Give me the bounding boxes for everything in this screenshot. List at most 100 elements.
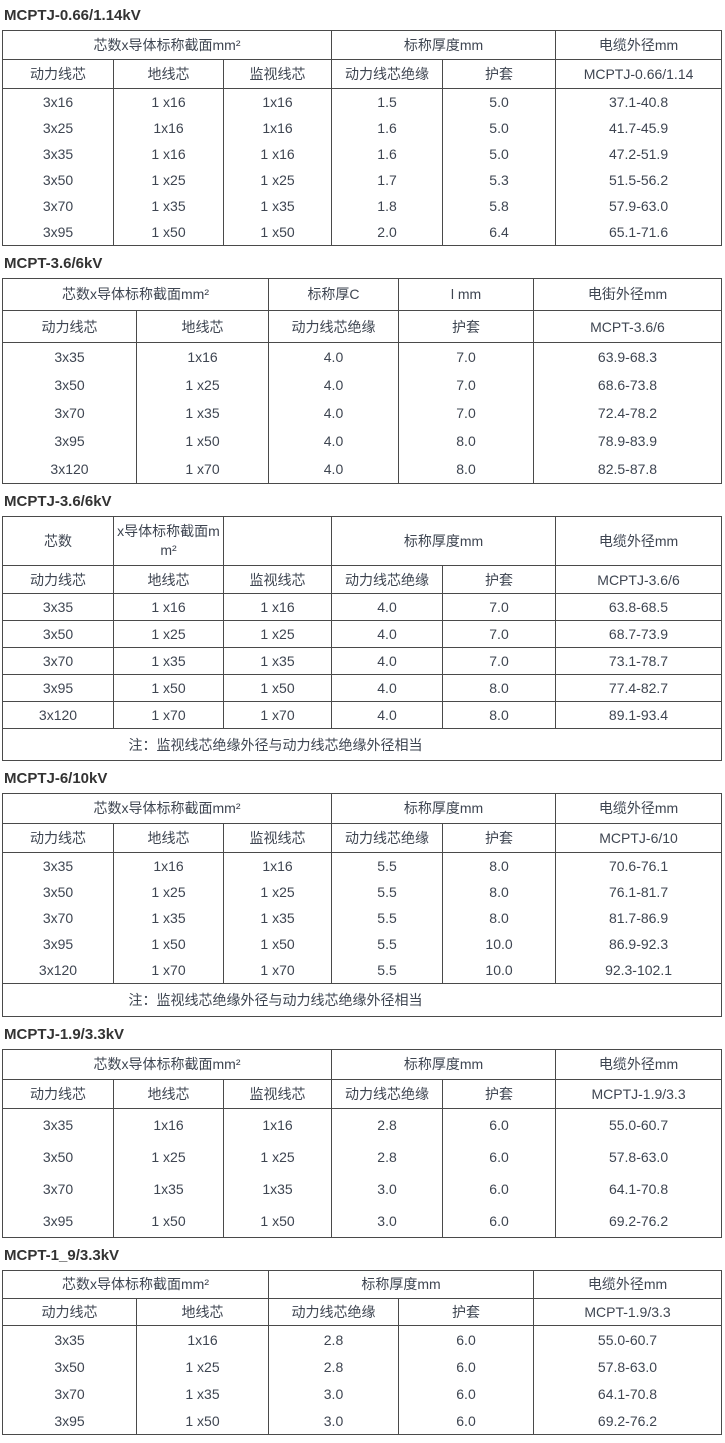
data-cell: 1 x25 xyxy=(222,1141,333,1173)
data-cell: 1x16 xyxy=(222,88,333,115)
column-header-cell: 动力线芯绝缘 xyxy=(268,310,399,343)
group-header-cell: 电缆外径mm xyxy=(533,1270,723,1299)
table-title: MCPTJ-6/10kV xyxy=(4,770,108,787)
group-header-cell: 电缆外径mm xyxy=(555,1049,723,1080)
data-cell: 7.0 xyxy=(441,593,557,621)
column-header-cell: MCPT-1.9/3.3 xyxy=(533,1298,723,1326)
data-cell: 8.0 xyxy=(442,879,557,905)
data-cell: 1x16 xyxy=(113,115,224,141)
spec-table: 芯数x导体标称截面mm² 标称厚度mm 电缆外径mm 动力线芯 地线芯 监视线芯 动力线芯绝… xyxy=(1,30,723,246)
data-cell: 5.0 xyxy=(442,88,557,115)
data-cell: 3x70 xyxy=(2,399,137,427)
data-cell: 3x35 xyxy=(2,1325,137,1353)
spec-table: 芯数x导体标称截面mm² 标称厚C l mm 电街外径mm 动力线芯 地线芯 动力线芯绝缘护… xyxy=(2,278,722,484)
column-header-cell: 地线芯 xyxy=(113,59,224,89)
data-cell: 3x50 xyxy=(2,1141,114,1173)
note-cell: 注：监视线芯绝缘外径与动力线芯绝缘外径相当 xyxy=(1,728,723,761)
data-cell: 64.1-70.8 xyxy=(555,1173,723,1205)
data-row: 3x35 1x16 4.0 7.0 63.9-68.3 xyxy=(2,342,722,371)
data-cell: 4.0 xyxy=(268,455,399,484)
table-body: 3x16 1 x16 1x16 1.5 5.0 37.1-40.8 3x25 1x16 1x16… xyxy=(2,88,723,246)
data-cell: 1 x35 xyxy=(136,1380,269,1407)
data-row: 3x70 1 x35 1 x35 4.0 7.0 73.1-78.7 xyxy=(2,647,723,675)
group-header-cell: 芯数 xyxy=(2,516,114,566)
data-cell: 55.0-60.7 xyxy=(533,1325,723,1353)
group-header-cell: 芯数x导体标称截面mm² xyxy=(2,1270,269,1299)
table-head: 芯数 x导体标称截面m m² 标称厚度mm 电缆外径mm 动力线芯 地线芯 监视线芯 动力线芯… xyxy=(2,516,723,594)
data-cell: 3x70 xyxy=(2,905,114,931)
data-cell: 1.6 xyxy=(331,141,444,167)
table-head: 芯数x导体标称截面mm² 标称厚度mm 电缆外径mm 动力线芯 地线芯 监视线芯 动力线芯绝… xyxy=(1,30,723,89)
data-cell: 1 x35 xyxy=(136,399,269,427)
data-cell: 8.0 xyxy=(442,905,557,931)
data-row: 3x50 1 x25 1 x25 2.8 6.0 57.8-63.0 xyxy=(2,1141,723,1173)
column-header-cell: 动力线芯绝缘 xyxy=(331,823,444,853)
table-section: MCPT-3.6/6kV 芯数x导体标称截面mm² 标称厚C l mm 电街外径mm 动力… xyxy=(2,255,723,484)
column-header-cell: 动力线芯 xyxy=(2,823,114,853)
data-cell: 1 x70 xyxy=(222,957,333,984)
column-header-row: 动力线芯 地线芯 监视线芯 动力线芯绝缘 护套 MCPTJ-3.6/6 xyxy=(2,565,723,594)
data-cell: 4.0 xyxy=(331,701,443,729)
data-cell: 6.0 xyxy=(442,1205,557,1238)
data-cell: 3.0 xyxy=(268,1407,399,1435)
group-header-cell: 标称厚度mm xyxy=(331,1049,557,1080)
group-header-cell: 标称厚度mm xyxy=(331,793,557,824)
data-cell: 3x25 xyxy=(2,115,114,141)
group-header-cell: l mm xyxy=(398,278,534,311)
data-row: 3x35 1x16 2.8 6.0 55.0-60.7 xyxy=(2,1325,723,1353)
data-cell: 1 x25 xyxy=(113,879,224,905)
column-header-row: 动力线芯 地线芯 动力线芯绝缘 护套 MCPT-3.6/6 xyxy=(2,310,722,343)
data-row: 3x70 1x35 1x35 3.0 6.0 64.1-70.8 xyxy=(2,1173,723,1205)
group-header-cell: 电缆外径mm xyxy=(555,30,723,60)
data-cell: 63.8-68.5 xyxy=(555,593,723,621)
table-head: 芯数x导体标称截面mm² 标称厚C l mm 电街外径mm 动力线芯 地线芯 动力线芯绝缘护… xyxy=(2,278,722,343)
data-cell: 1 x25 xyxy=(222,167,333,193)
data-cell: 86.9-92.3 xyxy=(555,931,723,957)
data-cell: 1x16 xyxy=(222,852,333,879)
data-cell: 3x50 xyxy=(2,620,114,648)
data-cell: 10.0 xyxy=(442,957,557,984)
data-cell: 1 x16 xyxy=(113,88,224,115)
data-cell: 2.8 xyxy=(268,1325,399,1353)
data-cell: 3x35 xyxy=(2,593,114,621)
data-cell: 4.0 xyxy=(331,647,443,675)
table-head: 芯数x导体标称截面mm² 标称厚度mm 电缆外径mm 动力线芯 地线芯 监视线芯 动力线芯绝… xyxy=(1,1049,723,1109)
data-cell: 1 x35 xyxy=(222,193,333,219)
data-cell: 41.7-45.9 xyxy=(555,115,723,141)
data-cell: 69.2-76.2 xyxy=(555,1205,723,1238)
data-cell: 7.0 xyxy=(441,620,557,648)
column-header-cell: 护套 xyxy=(397,1298,535,1326)
data-row: 3x70 1 x35 4.0 7.0 72.4-78.2 xyxy=(2,399,722,427)
group-header-cell: 标称厚度mm xyxy=(331,30,557,60)
data-row: 3x95 1 x50 4.0 8.0 78.9-83.9 xyxy=(2,427,722,455)
data-cell: 6.0 xyxy=(442,1173,557,1205)
data-cell: 1 x50 xyxy=(113,931,224,957)
data-cell: 5.5 xyxy=(331,905,444,931)
data-cell: 77.4-82.7 xyxy=(555,674,723,702)
data-cell: 3x120 xyxy=(2,701,114,729)
data-cell: 2.8 xyxy=(331,1108,444,1141)
spec-table: 芯数x导体标称截面mm² 标称厚度mm 电缆外径mm 动力线芯 地线芯 监视线芯 动力线芯绝… xyxy=(1,1049,723,1238)
data-cell: 57.8-63.0 xyxy=(533,1353,723,1380)
column-header-cell: 动力线芯 xyxy=(2,565,114,594)
data-cell: 1 x35 xyxy=(223,647,332,675)
group-header-cell: 芯数x导体标称截面mm² xyxy=(2,278,269,311)
spec-table: 芯数 x导体标称截面m m² 标称厚度mm 电缆外径mm 动力线芯 地线芯 监视线芯 动力线芯… xyxy=(1,516,723,761)
data-cell: 3x70 xyxy=(2,193,114,219)
data-cell: 5.0 xyxy=(442,141,557,167)
data-row: 3x95 1 x50 1 x50 2.0 6.4 65.1-71.6 xyxy=(2,219,723,246)
data-cell: 7.0 xyxy=(398,399,534,427)
group-header-row: 芯数x导体标称截面mm² 标称厚C l mm 电街外径mm xyxy=(2,278,722,311)
data-cell: 1.7 xyxy=(331,167,444,193)
data-row: 3x95 1 x50 1 x50 4.0 8.0 77.4-82.7 xyxy=(2,674,723,702)
table-body: 3x35 1x16 1x16 2.8 6.0 55.0-60.7 3x50 1 x25 1 x2… xyxy=(2,1108,723,1238)
group-header-cell: 芯数x导体标称截面mm² xyxy=(1,1049,333,1080)
group-header-cell: 芯数x导体标称截面mm² xyxy=(1,30,333,60)
column-header-cell: 护套 xyxy=(442,59,557,89)
data-cell: 1.8 xyxy=(331,193,444,219)
column-header-cell: 护套 xyxy=(442,1079,557,1109)
data-row: 3x120 1 x70 4.0 8.0 82.5-87.8 xyxy=(2,455,722,484)
group-header-cell: 标称厚度mm xyxy=(330,516,557,566)
column-header-cell: 护套 xyxy=(398,310,534,343)
